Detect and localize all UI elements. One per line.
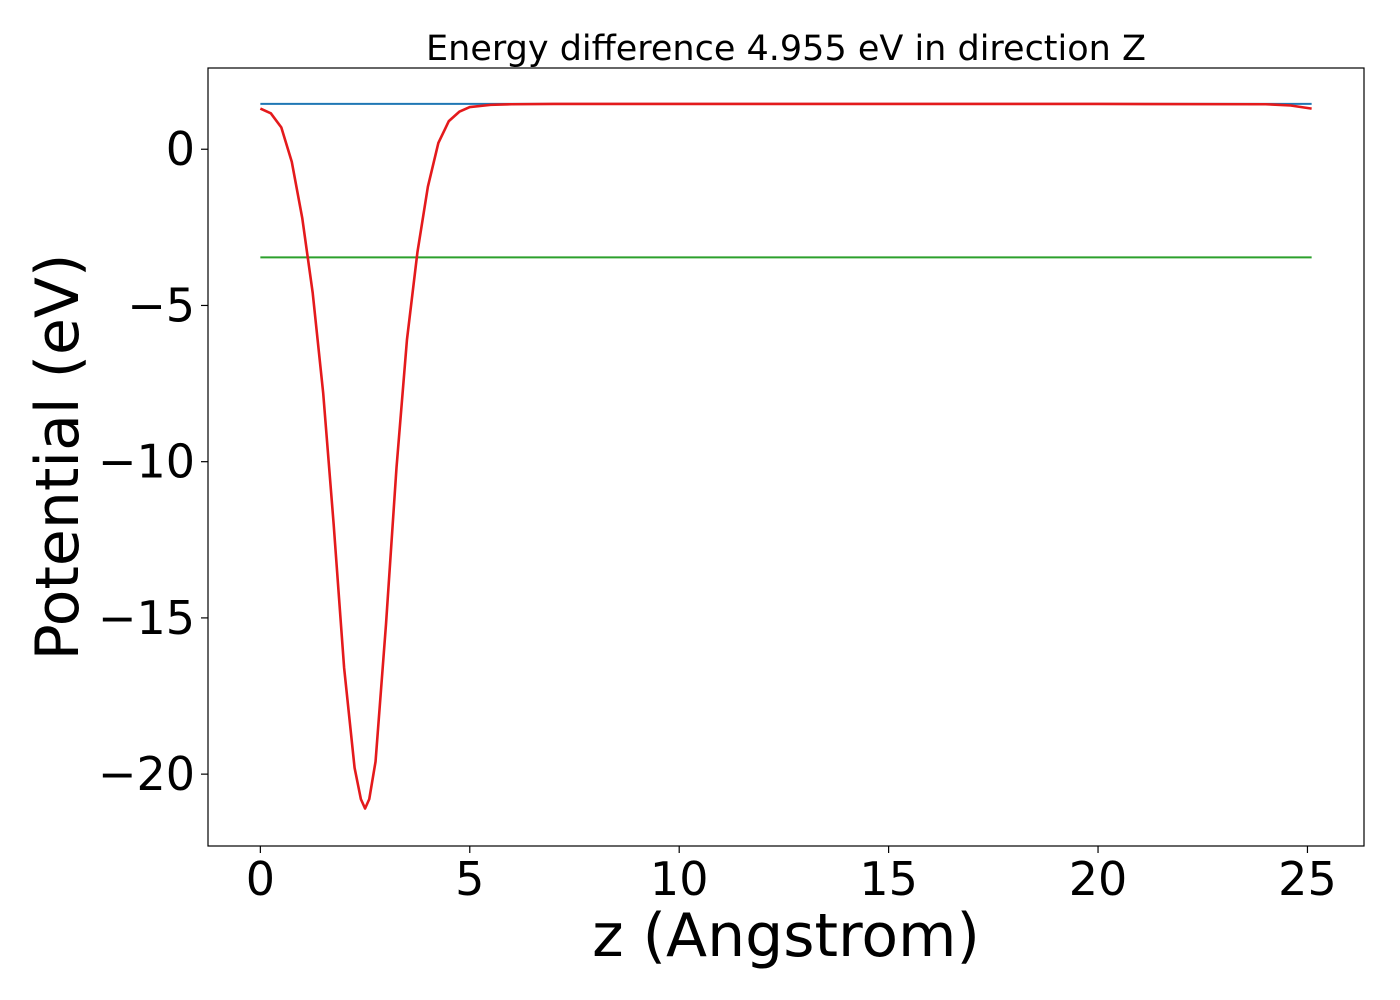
x-tick-label: 20	[1069, 852, 1128, 906]
y-axis-label: Potential (eV)	[23, 254, 93, 661]
series-line-2	[259, 102, 1312, 810]
y-tick-label: −15	[98, 591, 195, 645]
x-tick-label: 15	[859, 852, 918, 906]
x-tick-label: 10	[650, 852, 709, 906]
x-axis-label: z (Angstrom)	[592, 901, 980, 971]
y-axis-ticks: 0 −5 −10 −15 −20	[98, 122, 208, 801]
y-tick-label: −10	[98, 435, 195, 489]
y-tick-label: −5	[127, 278, 195, 332]
x-tick-label: 0	[246, 852, 275, 906]
chart-title: Energy difference 4.955 eV in direction …	[426, 29, 1146, 69]
x-tick-label: 5	[455, 852, 484, 906]
x-axis-ticks: 0 5 10 15 20 25	[246, 846, 1337, 906]
y-tick-label: 0	[166, 122, 195, 176]
y-tick-label: −20	[98, 747, 195, 801]
series-layer	[259, 102, 1312, 810]
plot-area	[207, 67, 1365, 847]
x-tick-label: 25	[1278, 852, 1337, 906]
